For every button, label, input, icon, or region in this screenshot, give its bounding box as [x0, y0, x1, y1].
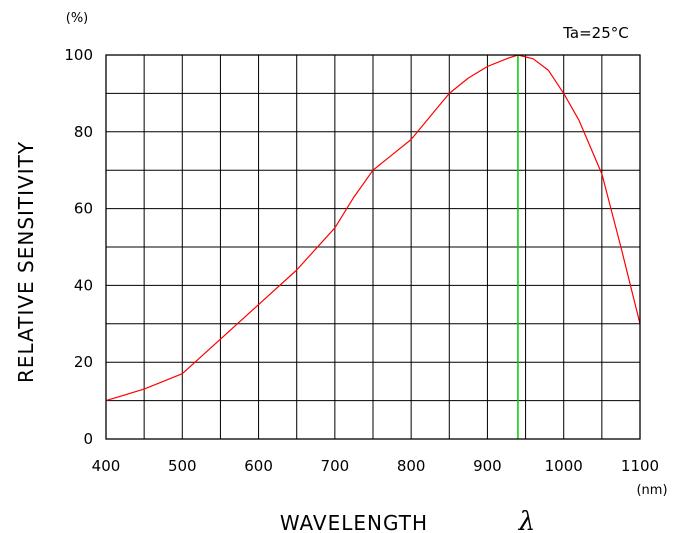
x-tick-label: 500 — [168, 457, 197, 475]
x-tick-label: 1000 — [545, 457, 583, 475]
y-unit: (%) — [66, 11, 89, 26]
y-tick-label: 0 — [83, 430, 93, 448]
sensitivity-curve — [105, 54, 641, 402]
grid — [106, 55, 640, 439]
x-unit: (nm) — [636, 483, 667, 498]
y-tick-label: 100 — [64, 46, 93, 64]
y-axis-label: RELATIVE SENSITIVITY — [14, 141, 38, 383]
x-tick-label: 900 — [473, 457, 502, 475]
series-layer — [105, 54, 641, 402]
y-tick-label: 60 — [74, 200, 93, 218]
x-axis-label: WAVELENGTH — [280, 511, 428, 533]
plot-frame — [105, 54, 641, 440]
plot-border — [105, 54, 641, 440]
condition-label: Ta=25°C — [562, 24, 629, 42]
x-tick-label: 800 — [397, 457, 426, 475]
y-tick-label: 80 — [74, 123, 93, 141]
x-tick-label: 1100 — [621, 457, 659, 475]
lambda-symbol: λ — [518, 507, 535, 533]
tick-labels: 400 500 600 700 800 900 1000 1100 0 20 40 60 80 100 — [64, 46, 659, 475]
y-tick-label: 20 — [74, 353, 93, 371]
x-tick-label: 700 — [321, 457, 350, 475]
x-tick-label: 600 — [244, 457, 273, 475]
x-tick-label: 400 — [92, 457, 121, 475]
y-tick-label: 40 — [74, 276, 93, 294]
